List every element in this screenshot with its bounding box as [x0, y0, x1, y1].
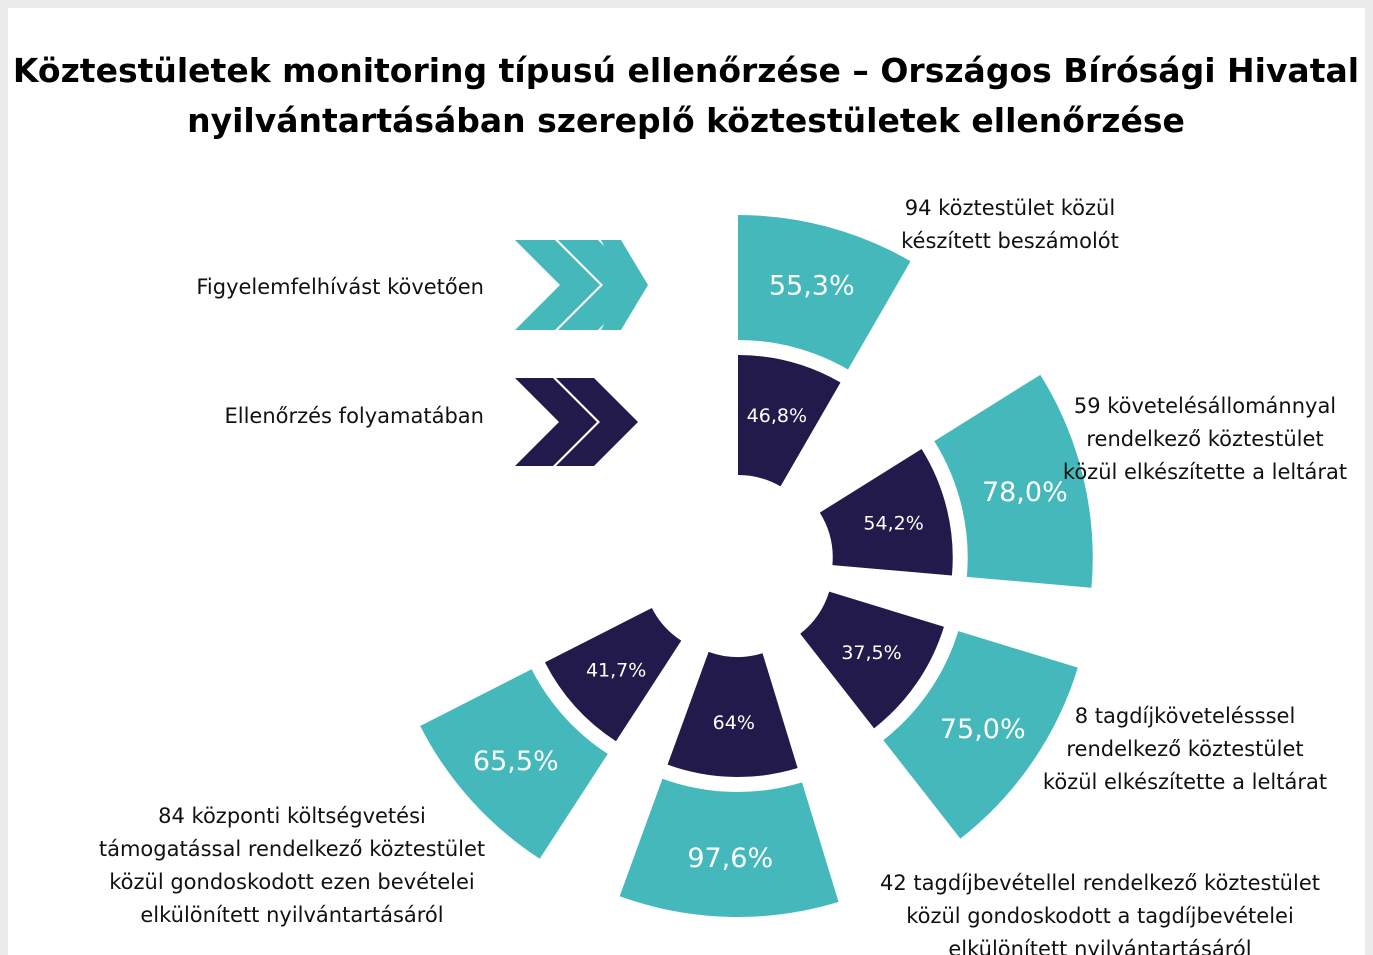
during-label: 54,2%: [863, 513, 923, 535]
legend-chevrons: [601, 240, 648, 330]
teal-sector: [619, 778, 839, 917]
description-line: elkülönített nyilvántartásáról: [948, 937, 1251, 955]
during-label: 64%: [713, 712, 755, 734]
teal-sector: [883, 631, 1078, 839]
legend-chevrons: [515, 378, 638, 466]
legend-label: Figyelemfelhívást követően: [196, 275, 484, 299]
dark-sector: [738, 355, 841, 487]
dark-sector: [819, 449, 953, 576]
description-line: rendelkező köztestület: [1086, 427, 1323, 451]
after-label: 78,0%: [982, 477, 1068, 508]
teal-sector: [934, 374, 1093, 588]
after-label: 65,5%: [473, 746, 559, 777]
description-line: közül gondoskodott a tagdíjbevételei: [906, 904, 1294, 928]
during-label: 37,5%: [841, 642, 901, 664]
description-line: támogatással rendelkező köztestület: [99, 837, 485, 861]
after-label: 75,0%: [940, 714, 1026, 745]
dark-sector: [800, 591, 944, 729]
description-line: 84 központi költségvetési: [158, 804, 426, 828]
description-line: 42 tagdíjbevétellel rendelkező köztestül…: [880, 871, 1320, 895]
description-line: 8 tagdíjkövetelésssel: [1075, 704, 1296, 728]
teal-sector: [738, 215, 911, 370]
legend-label: Ellenőrzés folyamatában: [224, 404, 484, 428]
description-line: elkülönített nyilvántartásáról: [140, 903, 443, 927]
title-line: nyilvántartásában szereplő köztestületek…: [187, 101, 1185, 140]
description-line: rendelkező köztestület: [1066, 737, 1303, 761]
description-line: 59 követelésállománnyal: [1074, 394, 1336, 418]
dark-sector: [544, 607, 682, 742]
teal-sector: [420, 669, 608, 859]
description-line: közül gondoskodott ezen bevételei: [109, 870, 474, 894]
description-line: közül elkészítette a leltárat: [1063, 460, 1347, 484]
during-label: 46,8%: [747, 405, 807, 427]
description-line: készített beszámolót: [901, 229, 1119, 253]
after-label: 55,3%: [769, 271, 855, 302]
description-line: közül elkészítette a leltárat: [1043, 770, 1327, 794]
during-label: 41,7%: [586, 660, 646, 682]
dark-sector: [667, 651, 798, 777]
after-label: 97,6%: [687, 843, 773, 874]
description-line: 94 köztestület közül: [905, 196, 1115, 220]
title-line: Köztestületek monitoring típusú ellenőrz…: [13, 51, 1359, 90]
